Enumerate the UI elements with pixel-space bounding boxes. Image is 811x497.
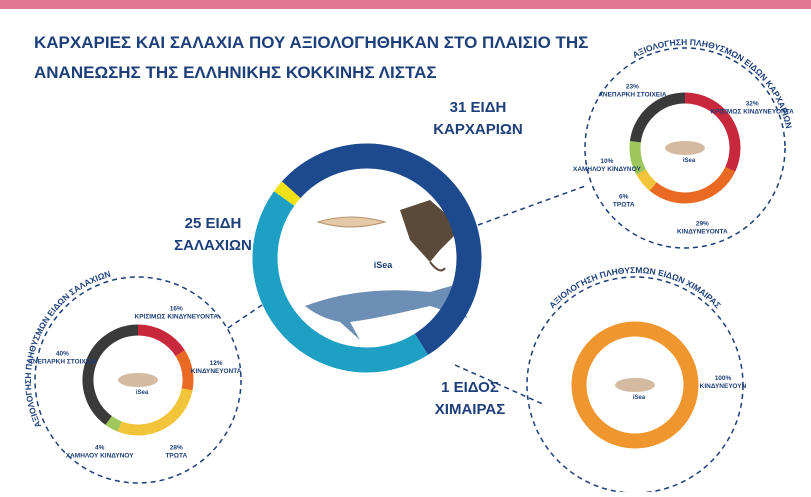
infographic: ΚΑΡΧΑΡΙΕΣ ΚΑΙ ΣΑΛΑΧΙΑ ΠΟΥ ΑΞΙΟΛΟΓΗΘΗΚΑΝ … xyxy=(0,0,811,492)
category-label: ΚΙΝΔΥΝΕΥΟΥΝ xyxy=(700,383,747,390)
category-label: ΤΡΩΤΑ xyxy=(613,202,635,209)
title-path xyxy=(549,273,721,313)
logo: iSea xyxy=(683,158,696,164)
category-label: ΑΝΕΠΑΡΚΗ ΣΤΟΙΧΕΙΑ xyxy=(598,91,667,98)
chart-title: ΑΞΙΟΛΟΓΗΣΗ ΠΛΗΘΥΣΜΩΝ ΕΙΔΩΝ ΧΙΜΑΙΡΑΣ xyxy=(547,265,723,310)
donut-segment xyxy=(653,169,730,198)
category-label: ΚΡΙΣΙΜΩΣ ΚΙΝΔΥΝΕΥΟΝΤΑ xyxy=(710,108,794,115)
connector xyxy=(478,185,588,225)
value-label: 16% xyxy=(170,305,183,312)
species-drawing xyxy=(665,141,705,155)
value-label: 23% xyxy=(626,83,639,90)
value-label: 40% xyxy=(56,350,69,357)
species-drawing xyxy=(615,378,655,392)
chart-title-text: ΑΞΙΟΛΟΓΗΣΗ ΠΛΗΘΥΣΜΩΝ ΕΙΔΩΝ ΧΙΜΑΙΡΑΣ xyxy=(547,265,723,310)
title-line: ΑΝΑΝΕΩΣΗΣ ΤΗΣ ΕΛΛΗΝΙΚΗΣ ΚΟΚΚΙΝΗΣ ΛΙΣΤΑΣ xyxy=(34,63,437,82)
ray-tail xyxy=(430,262,445,270)
category-label: ΑΝΕΠΑΡΚΗ ΣΤΟΙΧΕΙΑ xyxy=(28,358,97,365)
donut-segment xyxy=(180,353,188,389)
title-line: ΚΑΡΧΑΡΙΕΣ ΚΑΙ ΣΑΛΑΧΙΑ ΠΟΥ ΑΞΙΟΛΟΓΗΘΗΚΑΝ … xyxy=(34,33,588,52)
donut-segment xyxy=(284,190,291,199)
category-label: ΚΡΙΣΙΜΩΣ ΚΙΝΔΥΝΕΥΟΝΤΑ xyxy=(135,313,219,320)
logo: iSea xyxy=(633,395,646,401)
value-label: 1 ΕΙΔΟΣ xyxy=(441,379,499,396)
category-label: ΧΑΜΗΛΟΥ ΚΙΝΔΥΝΟΥ xyxy=(573,166,641,173)
chimaera-drawing xyxy=(318,217,385,227)
category-label: ΤΡΩΤΑ xyxy=(165,453,187,460)
category-label: ΚΙΝΔΥΝΕΥΟΝΤΑ xyxy=(191,368,242,375)
value-label: 32% xyxy=(746,100,759,107)
value-label: 100% xyxy=(715,375,732,382)
value-label: 29% xyxy=(696,221,709,228)
value-label: 6% xyxy=(619,194,629,201)
value-label: 25 ΕΙΔΗ xyxy=(185,215,242,232)
connector xyxy=(225,305,262,330)
donut-segment xyxy=(120,389,188,430)
category-label: ΧΑΜΗΛΟΥ ΚΙΝΔΥΝΟΥ xyxy=(66,453,134,460)
chart-title-text: ΑΞΙΟΛΟΓΗΣΗ ΠΛΗΘΥΣΜΩΝ ΕΙΔΩΝ ΚΑΡΧΑΡΙΩΝ xyxy=(631,37,794,129)
category-label: ΚΙΝΔΥΝΕΥΟΝΤΑ xyxy=(677,229,728,236)
value-label: 4% xyxy=(95,445,105,452)
species-drawing xyxy=(118,373,158,387)
donut-segment xyxy=(109,420,120,426)
donut-segment xyxy=(138,330,180,353)
donut-segment xyxy=(641,172,653,186)
category-label: ΧΙΜΑΙΡΑΣ xyxy=(435,401,505,418)
value-label: 28% xyxy=(170,445,183,452)
value-label: 31 ΕΙΔΗ xyxy=(450,99,507,116)
value-label: 10% xyxy=(600,158,613,165)
donut-segment xyxy=(635,98,685,142)
category-label: ΣΑΛΑΧΙΩΝ xyxy=(174,237,252,254)
chart-title: ΑΞΙΟΛΟΓΗΣΗ ΠΛΗΘΥΣΜΩΝ ΕΙΔΩΝ ΚΑΡΧΑΡΙΩΝ xyxy=(631,37,794,129)
category-label: ΚΑΡΧΑΡΙΩΝ xyxy=(433,121,523,138)
logo: iSea xyxy=(374,260,394,270)
top-band xyxy=(0,0,811,9)
value-label: 12% xyxy=(210,360,223,367)
logo: iSea xyxy=(136,390,149,396)
